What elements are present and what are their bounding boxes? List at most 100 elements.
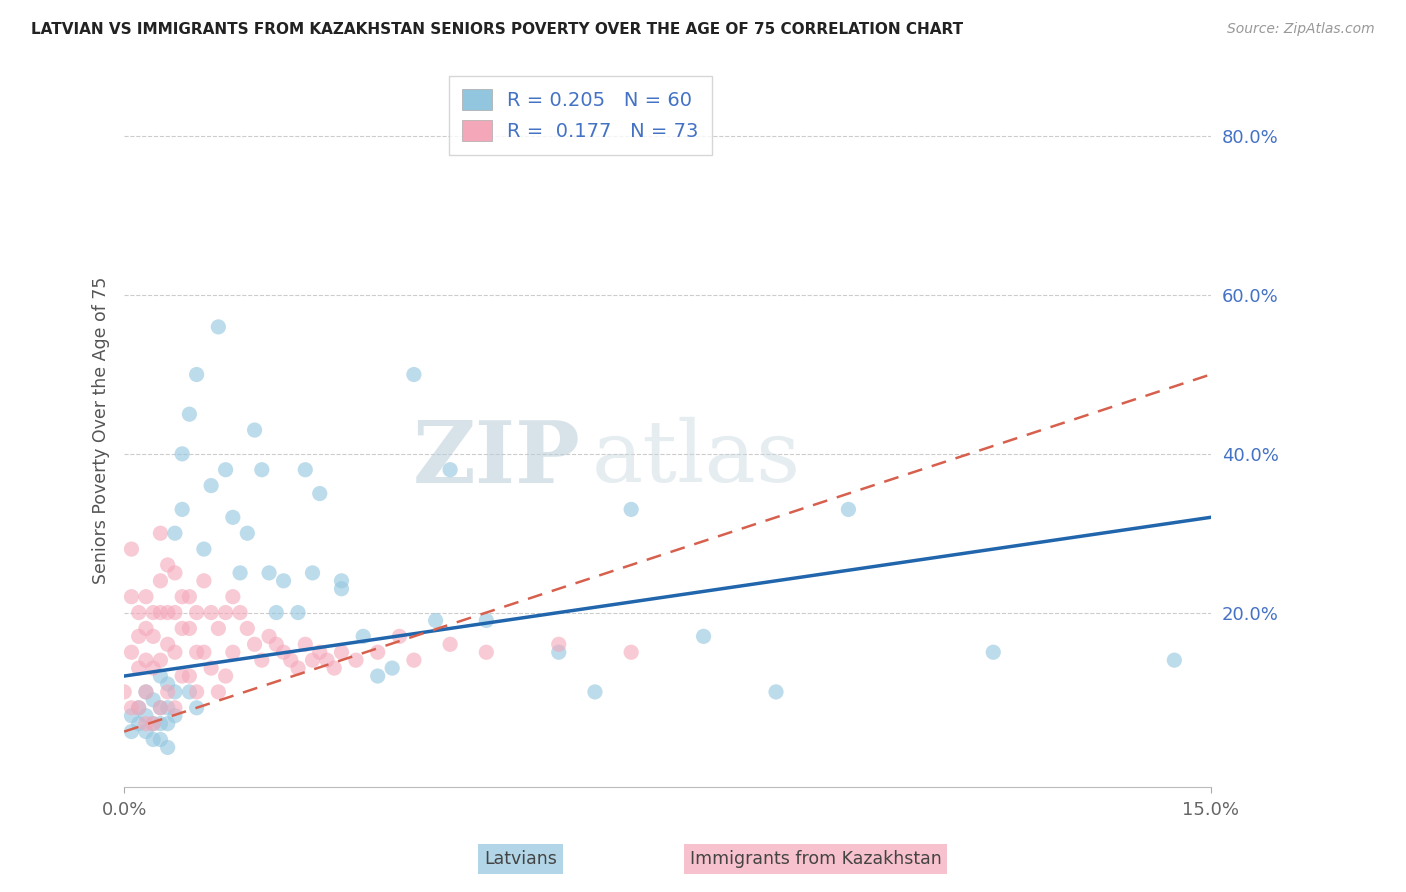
Point bbox=[163, 566, 186, 580]
Point bbox=[207, 622, 229, 636]
Point bbox=[156, 716, 179, 731]
Y-axis label: Seniors Poverty Over the Age of 75: Seniors Poverty Over the Age of 75 bbox=[93, 277, 110, 583]
Point bbox=[583, 685, 606, 699]
Point bbox=[222, 510, 245, 524]
Point bbox=[120, 700, 142, 714]
Point bbox=[163, 645, 186, 659]
Point bbox=[287, 661, 309, 675]
Point bbox=[243, 637, 266, 651]
Point bbox=[149, 574, 172, 588]
Point bbox=[142, 716, 165, 731]
Point bbox=[765, 685, 787, 699]
Point bbox=[294, 637, 316, 651]
Point bbox=[200, 661, 222, 675]
Text: Source: ZipAtlas.com: Source: ZipAtlas.com bbox=[1227, 22, 1375, 37]
Point bbox=[330, 645, 353, 659]
Point bbox=[149, 669, 172, 683]
Point bbox=[207, 319, 229, 334]
Point bbox=[135, 590, 157, 604]
Point bbox=[135, 622, 157, 636]
Point bbox=[142, 716, 165, 731]
Point bbox=[186, 700, 208, 714]
Point bbox=[120, 708, 142, 723]
Point bbox=[344, 653, 367, 667]
Point bbox=[135, 724, 157, 739]
Point bbox=[214, 606, 236, 620]
Point bbox=[193, 574, 215, 588]
Point bbox=[257, 629, 280, 643]
Point bbox=[156, 740, 179, 755]
Point bbox=[692, 629, 714, 643]
Legend: R = 0.205   N = 60, R =  0.177   N = 73: R = 0.205 N = 60, R = 0.177 N = 73 bbox=[449, 76, 711, 155]
Point bbox=[186, 685, 208, 699]
Point bbox=[193, 645, 215, 659]
Point bbox=[112, 685, 135, 699]
Point bbox=[149, 732, 172, 747]
Point bbox=[135, 716, 157, 731]
Point bbox=[273, 645, 295, 659]
Point bbox=[367, 669, 389, 683]
Point bbox=[186, 368, 208, 382]
Point bbox=[156, 685, 179, 699]
Point bbox=[142, 732, 165, 747]
Point bbox=[135, 685, 157, 699]
Point bbox=[266, 606, 288, 620]
Point bbox=[330, 582, 353, 596]
Point bbox=[294, 463, 316, 477]
Point bbox=[250, 653, 273, 667]
Point bbox=[156, 558, 179, 572]
Point bbox=[243, 423, 266, 437]
Point bbox=[142, 606, 165, 620]
Point bbox=[149, 700, 172, 714]
Point bbox=[128, 661, 150, 675]
Point bbox=[266, 637, 288, 651]
Point bbox=[186, 606, 208, 620]
Point bbox=[128, 700, 150, 714]
Point bbox=[323, 661, 346, 675]
Point bbox=[547, 645, 569, 659]
Point bbox=[214, 669, 236, 683]
Point bbox=[120, 645, 142, 659]
Point bbox=[120, 542, 142, 557]
Point bbox=[172, 669, 194, 683]
Point bbox=[172, 590, 194, 604]
Point bbox=[179, 590, 201, 604]
Point bbox=[367, 645, 389, 659]
Point bbox=[149, 716, 172, 731]
Point bbox=[547, 637, 569, 651]
Point bbox=[163, 708, 186, 723]
Point bbox=[207, 685, 229, 699]
Point bbox=[280, 653, 302, 667]
Point bbox=[179, 622, 201, 636]
Point bbox=[142, 661, 165, 675]
Text: atlas: atlas bbox=[592, 417, 800, 500]
Point bbox=[128, 716, 150, 731]
Point bbox=[236, 526, 259, 541]
Point bbox=[381, 661, 404, 675]
Text: Latvians: Latvians bbox=[484, 850, 557, 868]
Point bbox=[163, 526, 186, 541]
Point bbox=[128, 629, 150, 643]
Point bbox=[156, 637, 179, 651]
Point bbox=[837, 502, 859, 516]
Point bbox=[163, 606, 186, 620]
Point bbox=[163, 700, 186, 714]
Point bbox=[620, 502, 643, 516]
Point bbox=[163, 685, 186, 699]
Point bbox=[308, 486, 330, 500]
Point bbox=[439, 463, 461, 477]
Point bbox=[981, 645, 1004, 659]
Point bbox=[229, 606, 252, 620]
Text: LATVIAN VS IMMIGRANTS FROM KAZAKHSTAN SENIORS POVERTY OVER THE AGE OF 75 CORRELA: LATVIAN VS IMMIGRANTS FROM KAZAKHSTAN SE… bbox=[31, 22, 963, 37]
Point bbox=[135, 708, 157, 723]
Point bbox=[475, 614, 498, 628]
Point bbox=[388, 629, 411, 643]
Point bbox=[214, 463, 236, 477]
Point bbox=[128, 606, 150, 620]
Point bbox=[236, 622, 259, 636]
Point bbox=[222, 590, 245, 604]
Point bbox=[200, 606, 222, 620]
Point bbox=[179, 407, 201, 421]
Point bbox=[156, 700, 179, 714]
Point bbox=[402, 653, 425, 667]
